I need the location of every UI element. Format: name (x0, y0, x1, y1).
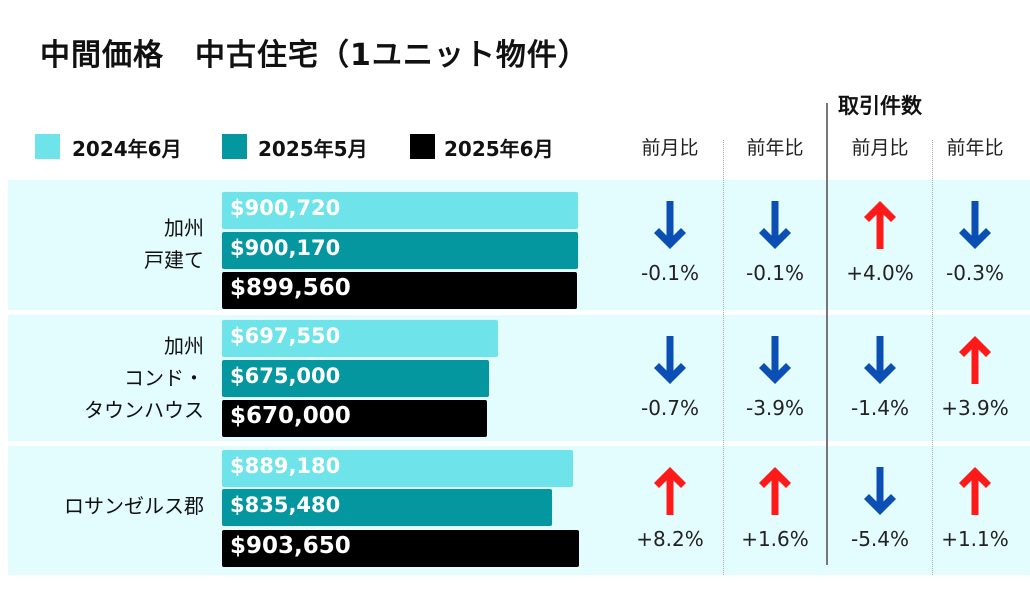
change-value: +1.6% (741, 527, 809, 551)
change-value: +4.0% (846, 261, 914, 285)
bar: $697,550 (222, 320, 498, 357)
arrow-up-icon (755, 463, 795, 519)
bar: $835,480 (222, 489, 553, 526)
arrow-down-icon (955, 197, 995, 253)
bar-value-label: $903,650 (230, 533, 351, 559)
column-header: 前月比 (851, 137, 909, 159)
row-background (8, 315, 1030, 441)
arrow-down-icon (755, 332, 795, 388)
change-value: -0.1% (640, 261, 700, 285)
transactions-header: 取引件数 (838, 94, 922, 118)
category-label: ロサンゼルス郡 (64, 494, 204, 518)
arrow-down-icon (860, 463, 900, 519)
bar-value-label: $670,000 (230, 403, 351, 429)
legend-label: 2025年6月 (444, 137, 554, 161)
bar-value-label: $899,560 (230, 275, 351, 301)
change-value: -0.7% (640, 396, 700, 420)
arrow-up-icon (860, 197, 900, 253)
bar-value-label: $900,170 (230, 236, 341, 260)
change-value: -3.9% (745, 396, 805, 420)
bar: $670,000 (222, 400, 487, 437)
legend-label: 2024年6月 (72, 137, 182, 161)
change-value: -5.4% (850, 527, 910, 551)
change-value: +1.1% (941, 527, 1009, 551)
bar: $900,720 (222, 192, 578, 229)
arrow-up-icon (955, 463, 995, 519)
bar-value-label: $900,720 (230, 196, 341, 220)
category-label: 加州 コンド・ タウンハウス (84, 334, 204, 422)
bar: $675,000 (222, 360, 489, 397)
legend-swatch (222, 134, 247, 159)
column-header: 前年比 (946, 137, 1004, 159)
change-value: +8.2% (636, 527, 704, 551)
bar-value-label: $697,550 (230, 324, 341, 348)
chart-title: 中間価格 中古住宅（1ユニット物件） (40, 38, 589, 73)
legend-swatch (35, 134, 60, 159)
bar-value-label: $835,480 (230, 493, 341, 517)
divider-dotted (723, 140, 724, 575)
column-header: 前年比 (746, 137, 804, 159)
column-header: 前月比 (641, 137, 699, 159)
change-value: -0.3% (945, 261, 1005, 285)
bar: $889,180 (222, 450, 574, 487)
arrow-up-icon (955, 332, 995, 388)
arrow-down-icon (650, 332, 690, 388)
divider-solid (826, 103, 828, 565)
bar-value-label: $675,000 (230, 364, 341, 388)
change-value: +3.9% (941, 396, 1009, 420)
bar: $900,170 (222, 232, 578, 269)
change-value: -0.1% (745, 261, 805, 285)
arrow-down-icon (755, 197, 795, 253)
bar: $899,560 (222, 272, 578, 309)
divider-dotted (932, 140, 933, 575)
arrow-down-icon (650, 197, 690, 253)
bar: $903,650 (222, 530, 579, 567)
category-label: 加州 戸建て (144, 216, 204, 272)
bar-value-label: $889,180 (230, 454, 341, 478)
legend-swatch (410, 134, 435, 159)
legend-label: 2025年5月 (258, 137, 368, 161)
arrow-up-icon (650, 463, 690, 519)
change-value: -1.4% (850, 396, 910, 420)
arrow-down-icon (860, 332, 900, 388)
